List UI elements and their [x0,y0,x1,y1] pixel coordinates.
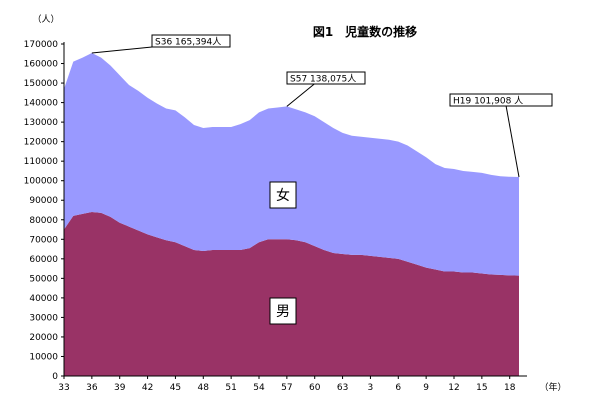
y-tick-label: 100000 [24,177,59,187]
annotation-box [151,34,231,48]
y-axis-label: （人） [32,14,59,25]
x-tick-label: 51 [225,383,236,393]
x-tick-label: 36 [86,383,98,393]
series-label: 女 [269,181,297,209]
x-tick-label: 3 [368,383,374,393]
annotation-box [449,93,553,107]
x-tick-label: 33 [58,383,69,393]
x-tick-label: 54 [253,383,265,393]
y-tick-label: 110000 [24,157,59,167]
x-tick-label: 12 [448,383,459,393]
annotation-callout: S36 165,394人 [91,34,231,54]
chart-title: 図1 児童数の推移 [313,24,417,39]
y-tick-label: 170000 [24,40,59,50]
y-tick-label: 80000 [29,216,58,226]
annotation-leader-line [91,46,153,54]
series-label: 男 [269,297,297,325]
y-tick-label: 10000 [29,352,58,362]
annotation-label: S57 138,075人 [290,74,356,85]
area-series-0 [64,211,519,376]
x-tick-label: 60 [309,383,321,393]
x-tick-label: 57 [281,383,292,393]
x-tick-label: 9 [423,383,429,393]
y-tick-label: 90000 [29,196,58,206]
area-series-1 [64,53,519,276]
y-tick-label: 120000 [24,138,59,148]
x-tick-label: 15 [476,383,487,393]
x-tick-label: 6 [395,383,401,393]
annotation-box [286,71,366,85]
annotation-label: S36 165,394人 [155,37,221,48]
series-label-text: 女 [276,187,290,204]
y-tick-label: 0 [52,372,58,382]
x-tick-label: 42 [142,383,153,393]
x-tick-label: 18 [504,383,516,393]
y-tick-label: 30000 [29,313,58,323]
y-tick-label: 50000 [29,274,58,284]
annotation-leader-line [505,105,520,178]
annotation-callout: S57 138,075人 [286,71,366,107]
y-tick-label: 20000 [29,333,58,343]
annotation-callout: H19 101,908 人 [449,93,553,178]
y-tick-label: 40000 [29,294,58,304]
x-tick-label: 45 [170,383,181,393]
y-tick-label: 130000 [24,118,59,128]
series-label-box [269,181,297,209]
x-axis-label: （年） [539,381,566,393]
series-label-box [269,297,297,325]
x-tick-label: 39 [114,383,126,393]
y-tick-label: 60000 [29,255,58,265]
x-tick-label: 48 [198,383,210,393]
y-tick-label: 140000 [24,99,59,109]
y-tick-label: 70000 [29,235,58,245]
x-tick-label: 63 [337,383,348,393]
annotation-label: H19 101,908 人 [453,96,523,107]
y-tick-label: 150000 [24,79,59,89]
y-tick-label: 160000 [24,60,59,70]
annotation-leader-line [286,83,315,107]
series-label-text: 男 [276,304,290,320]
